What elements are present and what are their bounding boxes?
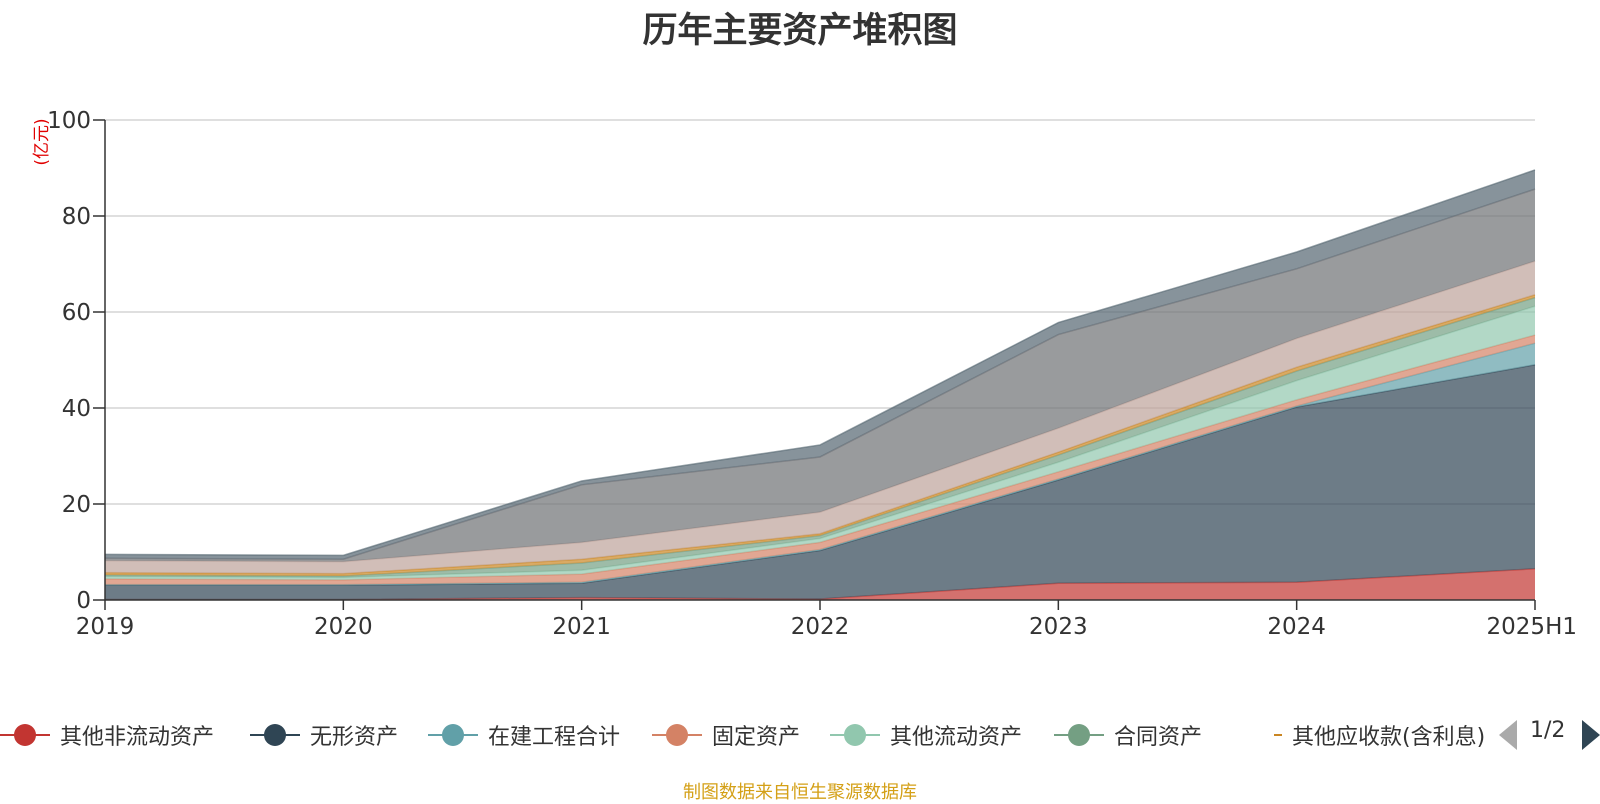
x-tick-label: 2021 xyxy=(552,614,611,640)
series-areas xyxy=(104,169,1536,601)
x-tick-label: 2025H1 xyxy=(1487,614,1577,640)
legend-line xyxy=(1274,734,1282,736)
legend-item-6[interactable]: 其他应收款(含利息) xyxy=(1274,718,1484,752)
legend-dot xyxy=(844,724,866,746)
chart-title: 历年主要资产堆积图 xyxy=(642,11,958,51)
legend-item-1[interactable]: 无形资产 xyxy=(250,718,398,752)
legend-label: 固定资产 xyxy=(712,725,801,750)
legend-label: 其他应收款(含利息) xyxy=(1292,725,1484,750)
legend-marker-icon xyxy=(1274,718,1282,752)
legend-item-2[interactable]: 在建工程合计 xyxy=(428,718,620,752)
legend-marker-icon xyxy=(250,718,300,752)
legend: 其他非流动资产 无形资产 在建工程合计 固定资产 其他流动资产 xyxy=(0,718,1600,752)
y-tick-label: 0 xyxy=(76,588,91,614)
y-tick-label: 60 xyxy=(62,300,91,326)
legend-page-indicator: 1/2 xyxy=(1530,718,1566,743)
legend-clip: 其他应收款(含利息) xyxy=(1274,718,1484,752)
series-area-8 xyxy=(105,189,1535,562)
y-tick-label: 80 xyxy=(62,204,91,230)
legend-item-3[interactable]: 固定资产 xyxy=(652,718,800,752)
legend-dot xyxy=(1068,724,1090,746)
series-line-9 xyxy=(104,169,1536,557)
x-tick-label: 2019 xyxy=(76,614,135,640)
legend-marker-icon xyxy=(830,718,880,752)
legend-dot xyxy=(442,724,464,746)
y-tick-label: 40 xyxy=(62,396,91,422)
legend-next-page-icon[interactable] xyxy=(1582,720,1600,750)
x-tick-label: 2024 xyxy=(1267,614,1326,640)
legend-item-5[interactable]: 合同资产 xyxy=(1054,718,1202,752)
legend-label: 其他非流动资产 xyxy=(60,725,215,750)
legend-item-0[interactable]: 其他非流动资产 xyxy=(0,718,214,752)
legend-marker-icon xyxy=(428,718,478,752)
legend-label: 无形资产 xyxy=(310,725,399,750)
legend-label: 在建工程合计 xyxy=(488,725,621,750)
legend-dot xyxy=(264,724,286,746)
legend-marker-icon xyxy=(652,718,702,752)
source-note: 制图数据来自恒生聚源数据库 xyxy=(683,782,917,803)
legend-item-4[interactable]: 其他流动资产 xyxy=(830,718,1022,752)
x-tick-label: 2022 xyxy=(791,614,850,640)
legend-dot xyxy=(14,724,36,746)
legend-label: 其他流动资产 xyxy=(890,725,1023,750)
x-tick-label: 2023 xyxy=(1029,614,1088,640)
legend-marker-icon xyxy=(1054,718,1104,752)
legend-marker-icon xyxy=(0,718,50,752)
x-tick-label: 2020 xyxy=(314,614,373,640)
y-tick-label: 100 xyxy=(47,108,91,134)
legend-dot xyxy=(666,724,688,746)
series-area-1 xyxy=(105,364,1535,600)
y-tick-label: 20 xyxy=(62,492,91,518)
legend-label: 合同资产 xyxy=(1114,725,1203,750)
y-axis-unit-label: (亿元) xyxy=(32,118,52,165)
axes: 0 20 40 60 80 100 2019 2020 2021 2022 2023 2024 2025… xyxy=(47,108,1577,640)
legend-prev-page-icon[interactable] xyxy=(1499,720,1517,750)
series-area-0 xyxy=(105,568,1535,600)
